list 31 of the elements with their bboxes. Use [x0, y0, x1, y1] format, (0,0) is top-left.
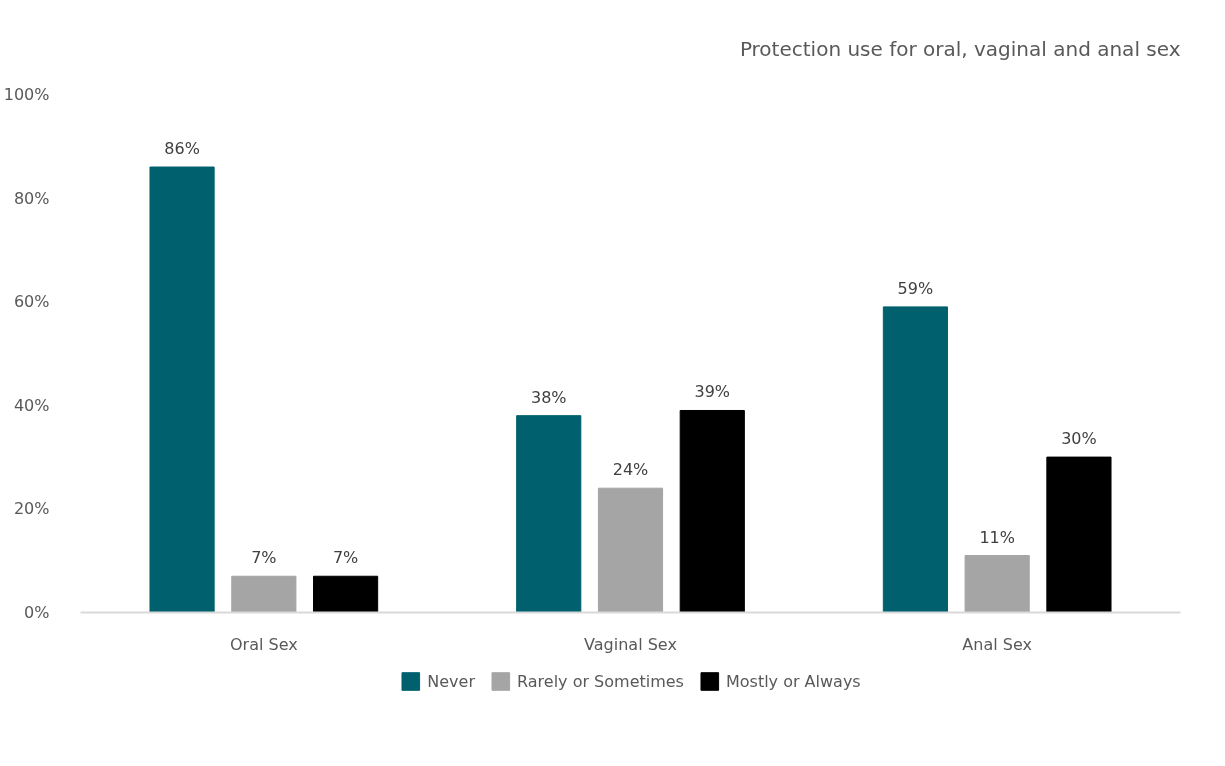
bar — [231, 575, 297, 613]
x-tick-label: Vaginal Sex — [584, 634, 677, 654]
data-label: 7% — [332, 548, 359, 568]
data-label: 24% — [612, 460, 649, 480]
data-label: 39% — [694, 382, 731, 402]
data-label: 11% — [979, 527, 1015, 547]
legend-label: Rarely or Sometimes — [517, 671, 684, 691]
data-label: 59% — [897, 278, 934, 298]
data-label: 30% — [1061, 429, 1097, 449]
y-tick-label: 20% — [13, 499, 50, 519]
data-label: 7% — [251, 548, 277, 568]
legend-label: Mostly or Always — [725, 671, 861, 691]
legend-label: Never — [427, 671, 475, 691]
bar — [149, 166, 215, 613]
y-tick-label: 40% — [13, 395, 50, 415]
bar — [679, 409, 745, 613]
bar — [1046, 456, 1112, 613]
y-tick-label: 100% — [3, 85, 50, 104]
bar — [964, 555, 1030, 613]
bar — [882, 306, 948, 613]
bar — [597, 487, 664, 613]
bar — [516, 415, 582, 613]
data-label: 86% — [164, 139, 200, 159]
chart-title: Protection use for oral, vaginal and anal sex — [739, 36, 1181, 61]
data-label: 38% — [530, 387, 567, 407]
y-tick-label: 60% — [13, 292, 50, 312]
x-tick-label: Oral Sex — [229, 634, 298, 654]
y-tick-label: 0% — [24, 603, 50, 622]
x-tick-label: Anal Sex — [962, 634, 1032, 654]
bar — [313, 575, 379, 613]
y-tick-label: 80% — [13, 188, 50, 208]
